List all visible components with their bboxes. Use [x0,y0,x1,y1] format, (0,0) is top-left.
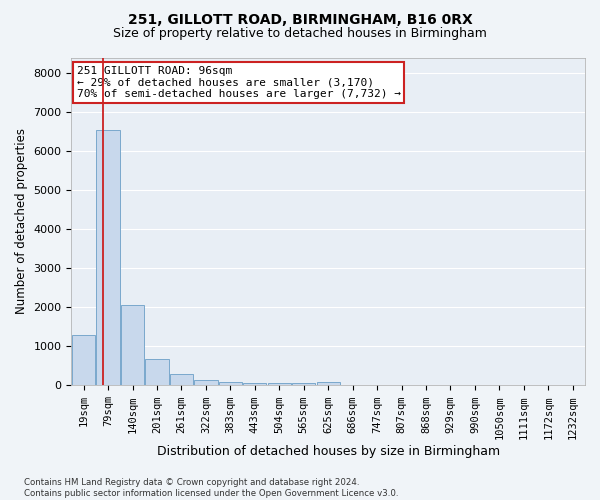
Bar [292,384,316,386]
Text: 251 GILLOTT ROAD: 96sqm
← 29% of detached houses are smaller (3,170)
70% of semi: 251 GILLOTT ROAD: 96sqm ← 29% of detache… [77,66,401,99]
X-axis label: Distribution of detached houses by size in Birmingham: Distribution of detached houses by size … [157,444,500,458]
Bar [170,374,193,386]
Text: Size of property relative to detached houses in Birmingham: Size of property relative to detached ho… [113,28,487,40]
Bar [145,359,169,386]
Text: Contains HM Land Registry data © Crown copyright and database right 2024.
Contai: Contains HM Land Registry data © Crown c… [24,478,398,498]
Bar [317,382,340,386]
Bar [219,382,242,386]
Bar [268,382,291,386]
Bar [243,382,266,386]
Bar [97,130,120,386]
Bar [72,334,95,386]
Bar [121,305,144,386]
Bar [194,380,218,386]
Text: 251, GILLOTT ROAD, BIRMINGHAM, B16 0RX: 251, GILLOTT ROAD, BIRMINGHAM, B16 0RX [128,12,472,26]
Y-axis label: Number of detached properties: Number of detached properties [15,128,28,314]
